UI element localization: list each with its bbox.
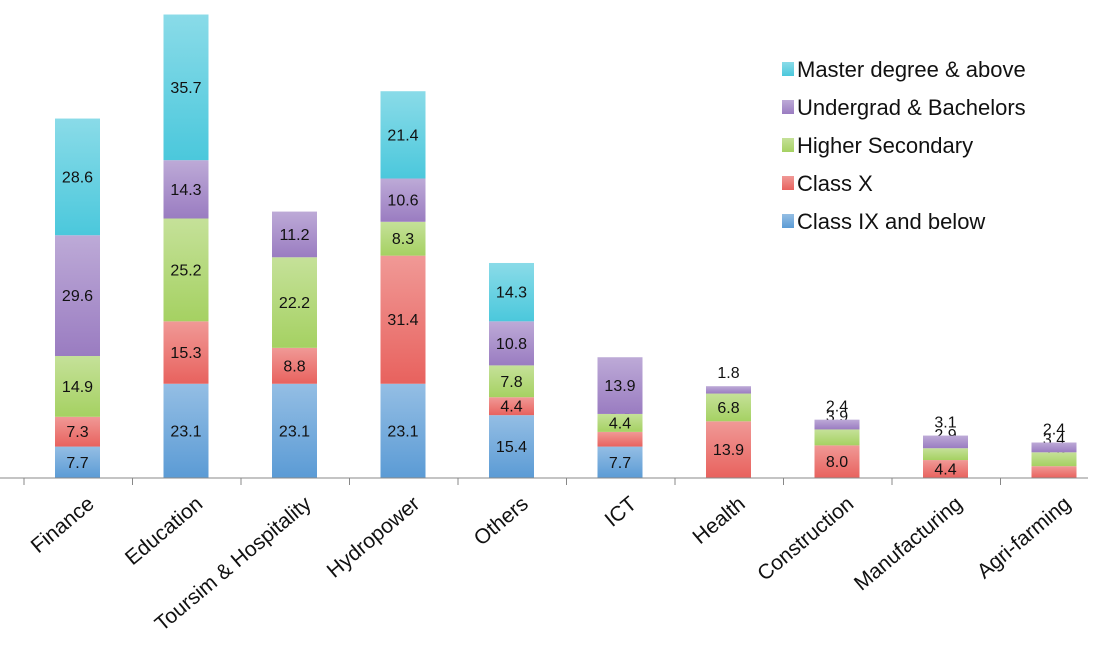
legend-label-undergrad-bachelors: Undergrad & Bachelors: [797, 95, 1026, 120]
legend-label-class-x: Class X: [797, 171, 873, 196]
data-label: 4.4: [609, 415, 631, 432]
category-label-health: Health: [688, 492, 749, 549]
bar-agri-farming-higher-secondary: [1031, 452, 1077, 467]
category-label-construction: Construction: [753, 492, 858, 585]
data-label: 35.7: [170, 80, 201, 97]
bar-toursim-hospitality-class-ix-and-below: [272, 383, 317, 478]
data-label: 14.9: [62, 379, 93, 396]
data-label: 8.0: [826, 454, 848, 471]
legend-swatch-undergrad-bachelors: [782, 100, 794, 114]
legend-swatch-class-x: [782, 176, 794, 190]
bar-education-master-degree-above: [163, 14, 209, 161]
data-label: 6.8: [717, 400, 739, 417]
data-label: 7.8: [500, 374, 522, 391]
legend-swatch-higher-secondary: [782, 138, 794, 152]
legend-label-class-ix-and-below: Class IX and below: [797, 209, 985, 234]
bar-manufacturing-higher-secondary: [923, 448, 968, 461]
data-label: 14.3: [170, 182, 201, 199]
data-label: 31.4: [387, 312, 418, 329]
bar-hydropower-class-ix-and-below: [380, 383, 426, 478]
data-label: 8.8: [283, 358, 305, 375]
data-label: 25.2: [170, 262, 201, 279]
bars-layer: 7.7 7.3 14.9 29.6 28.6 23.1 15.3 25.2 14.3 35.7 23…: [55, 14, 1077, 479]
data-label: 22.2: [279, 295, 310, 312]
bar-others-undergrad-bachelors: [489, 321, 534, 366]
bar-agri-farming-class-x: [1031, 466, 1077, 478]
data-label: 28.6: [62, 169, 93, 186]
x-axis: [0, 477, 1088, 485]
bar-construction-class-x: [814, 445, 860, 478]
bar-finance-class-ix-and-below: [55, 446, 100, 478]
legend-swatch-class-ix-and-below: [782, 214, 794, 228]
bar-education-class-ix-and-below: [163, 383, 209, 478]
bar-hydropower-class-x: [380, 255, 426, 384]
bar-manufacturing-class-x: [923, 460, 968, 478]
bar-construction-undergrad-bachelors: [814, 419, 860, 430]
data-label: 21.4: [387, 127, 418, 144]
data-label: 23.1: [387, 423, 418, 440]
legend-swatch-master-degree-above: [782, 62, 794, 76]
data-label: 4.4: [934, 462, 956, 479]
bar-agri-farming-undergrad-bachelors: [1031, 442, 1077, 453]
data-label: 15.4: [496, 439, 527, 456]
category-label-manufacturing: Manufacturing: [850, 492, 967, 595]
data-label: 13.9: [604, 378, 635, 395]
bar-hydropower-higher-secondary: [380, 221, 426, 256]
data-label: 15.3: [170, 345, 201, 362]
bar-education-higher-secondary: [163, 218, 209, 322]
bar-construction-higher-secondary: [814, 429, 860, 446]
data-label: 3.1: [934, 415, 956, 432]
data-label: 14.3: [496, 285, 527, 302]
bar-finance-class-x: [55, 416, 100, 447]
data-label: 23.1: [170, 423, 201, 440]
bar-others-higher-secondary: [489, 365, 534, 398]
category-label-finance: Finance: [27, 492, 99, 558]
data-label: 13.9: [713, 442, 744, 459]
data-label: 11.2: [280, 227, 310, 244]
bar-ict-higher-secondary: [597, 413, 643, 432]
legend-label-master-degree-above: Master degree & above: [797, 57, 1026, 82]
bar-finance-master-degree-above: [55, 118, 100, 236]
data-label: 7.3: [66, 424, 88, 441]
legend-label-higher-secondary: Higher Secondary: [797, 133, 973, 158]
bar-others-class-ix-and-below: [489, 415, 534, 478]
bar-health-higher-secondary: [706, 393, 751, 422]
data-label: 10.8: [496, 336, 527, 353]
data-label: 10.6: [387, 193, 418, 210]
bar-education-class-x: [163, 321, 209, 384]
bar-others-class-x: [489, 397, 534, 416]
category-label-hydropower: Hydropower: [323, 492, 425, 582]
data-label: 7.7: [609, 455, 631, 472]
bar-others-master-degree-above: [489, 262, 534, 322]
bar-toursim-hospitality-class-x: [272, 347, 317, 384]
bar-ict-undergrad-bachelors: [597, 357, 643, 414]
category-label-ict: ICT: [601, 492, 642, 531]
bar-health-class-x: [706, 421, 751, 478]
data-label: 2.4: [1043, 422, 1065, 439]
category-label-agri-farming: Agri-farming: [973, 492, 1075, 583]
category-label-education: Education: [121, 492, 207, 570]
data-label: 8.3: [392, 231, 414, 248]
bar-hydropower-master-degree-above: [380, 91, 426, 179]
data-label: 7.7: [66, 455, 88, 472]
bar-toursim-hospitality-undergrad-bachelors: [272, 211, 317, 258]
legend: Master degree & above Undergrad & Bachelo…: [782, 57, 1026, 234]
data-label: 23.1: [279, 423, 310, 440]
data-label: 1.8: [717, 365, 739, 382]
bar-hydropower-undergrad-bachelors: [380, 178, 426, 222]
bar-health-undergrad-bachelors: [706, 386, 751, 394]
data-label: 4.4: [500, 399, 522, 416]
bar-ict-class-x: [597, 431, 643, 447]
bar-ict-class-ix-and-below: [597, 446, 643, 478]
bar-toursim-hospitality-higher-secondary: [272, 257, 317, 348]
data-label: 2.4: [826, 399, 848, 416]
category-label-others: Others: [470, 492, 533, 550]
bar-finance-undergrad-bachelors: [55, 235, 100, 357]
bar-education-undergrad-bachelors: [163, 160, 209, 219]
bar-manufacturing-undergrad-bachelors: [923, 435, 968, 449]
bar-finance-higher-secondary: [55, 356, 100, 417]
data-label: 29.6: [62, 288, 93, 305]
